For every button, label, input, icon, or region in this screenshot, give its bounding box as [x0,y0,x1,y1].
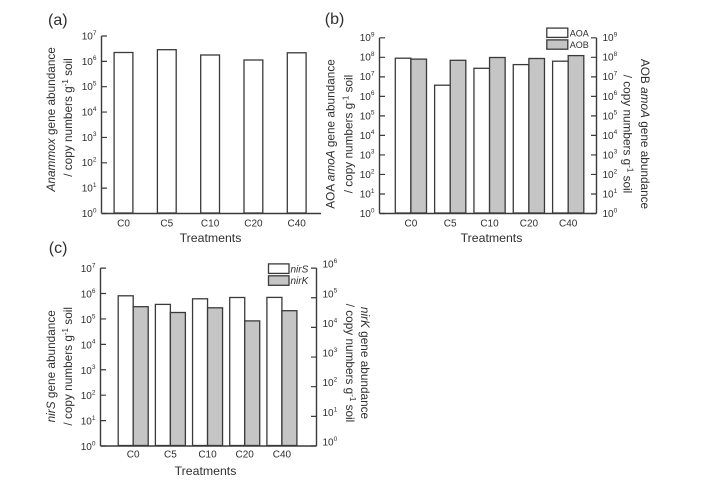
svg-text:/ copy numbers g-1 soil: / copy numbers g-1 soil [61,58,75,177]
svg-text:C5: C5 [444,219,457,230]
svg-text:C0: C0 [127,450,140,461]
svg-text:C0: C0 [117,219,130,230]
svg-text:/ copy numbers g-1 soil: / copy numbers g-1 soil [621,75,635,194]
svg-text:/ copy numbers g-1 soil: / copy numbers g-1 soil [343,304,357,423]
svg-text:AOB amoA gene abundance: AOB amoA gene abundance [638,59,652,210]
svg-text:Anammox gene abundance: Anammox gene abundance [44,47,58,193]
svg-text:C0: C0 [405,219,418,230]
svg-text:nirS gene abundance: nirS gene abundance [44,310,58,423]
svg-text:C40: C40 [273,450,292,461]
svg-text:(b): (b) [325,11,345,28]
svg-text:Treatments: Treatments [175,464,237,478]
svg-text:C40: C40 [559,219,578,230]
svg-text:nirK gene abundance: nirK gene abundance [358,307,372,420]
svg-text:AOA amoA gene abundance: AOA amoA gene abundance [324,59,338,209]
svg-text:C20: C20 [244,219,263,230]
svg-text:/ copy numbers g-1 soil: / copy numbers g-1 soil [341,75,355,194]
svg-text:AOB: AOB [570,40,589,50]
svg-text:Treatments: Treatments [461,231,523,245]
svg-text:(a): (a) [48,12,68,29]
svg-text:nirS: nirS [291,264,309,275]
svg-text:C5: C5 [164,450,177,461]
svg-text:C10: C10 [201,219,220,230]
svg-text:C10: C10 [480,219,499,230]
svg-text:C20: C20 [236,450,255,461]
svg-text:(c): (c) [49,240,68,257]
svg-text:C20: C20 [520,219,539,230]
svg-text:C40: C40 [288,219,307,230]
svg-text:C5: C5 [160,219,173,230]
svg-text:AOA: AOA [570,28,589,38]
svg-text:nirK: nirK [291,276,310,287]
svg-text:/ copy numbers g-1 soil: / copy numbers g-1 soil [61,307,75,426]
svg-text:C10: C10 [198,450,217,461]
svg-text:Treatments: Treatments [180,231,242,245]
